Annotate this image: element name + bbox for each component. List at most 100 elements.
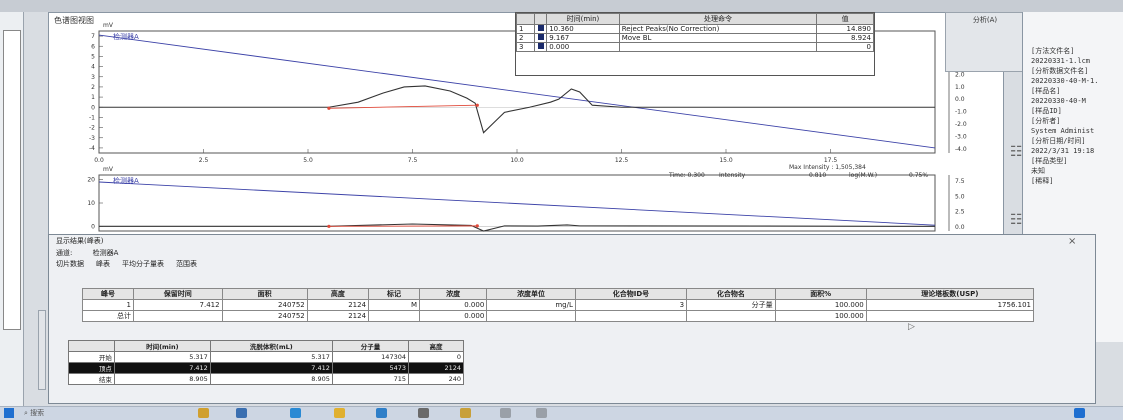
table-cell: 3 (515, 42, 536, 52)
column-header: 洗脱体积(mL) (209, 340, 333, 352)
table-cell: 开始 (68, 351, 115, 363)
y-axis-label: mV (103, 166, 114, 173)
table-cell (534, 24, 548, 34)
tab-1[interactable]: 峰表 (96, 260, 110, 268)
x-tick-label: 2.5 (199, 157, 209, 164)
app-icon[interactable] (376, 408, 387, 418)
start-icon[interactable] (4, 408, 14, 418)
results-body: 1 7.412 240752 2124 M 0.000 mg/L 3 分子量 100.000 175… (82, 299, 1035, 322)
view-title: 色谱图视图 (54, 15, 94, 26)
annotation: log(M.W.) (849, 172, 877, 179)
tab-0[interactable]: 切片数据 (56, 260, 84, 268)
table-row[interactable]: 2 9.167 Move BL 8.924 (515, 33, 874, 43)
info-line: [分析数据文件名] (1031, 67, 1089, 75)
table-cell: 240752 (221, 310, 308, 322)
peak-table-header: 时间(min) 处理命令值 (515, 13, 874, 25)
table-cell (534, 42, 548, 52)
table-row[interactable]: 1 10.360 Reject Peaks(No Correction) 14.890 (515, 24, 874, 34)
tab-3[interactable]: 范围表 (176, 260, 197, 268)
column-header: 时间(min) (546, 13, 620, 25)
x-tick-label: 0.0 (94, 157, 104, 164)
y-tick-label: 5 (91, 53, 95, 60)
baseline-point (475, 103, 479, 107)
result-tabs: 切片数据 峰表 平均分子量表 范围表 (56, 259, 209, 269)
app-icon[interactable] (198, 408, 209, 418)
taskbar-search[interactable]: ⌕ 搜索 (24, 409, 45, 417)
table-cell: 240 (408, 373, 464, 385)
app-icon[interactable] (236, 408, 247, 418)
table-cell: 5.317 (209, 351, 333, 363)
column-header: 时间(min) (113, 340, 211, 352)
y-tick-label: 20 (87, 177, 95, 184)
peak-processing-table[interactable]: 时间(min) 处理命令值 1 10.360 Reject Peaks(No Corr… (515, 12, 875, 76)
annotation: Intensity (719, 172, 746, 179)
table-cell: Reject Peaks(No Correction) (618, 24, 818, 34)
table-cell: 5473 (331, 362, 410, 374)
plot-frame (98, 174, 936, 232)
series-chromatogram (99, 85, 935, 134)
y-tick-label: 3 (91, 74, 95, 81)
color-swatch-icon (537, 43, 544, 49)
table-row[interactable]: 开始 5.317 5.317 147304 0 (68, 351, 464, 363)
baseline-point (327, 224, 331, 228)
folder-icon[interactable] (334, 408, 345, 418)
table-cell (133, 310, 223, 322)
zoom-icon[interactable]: ☷ (1010, 144, 1023, 160)
baseline-point (327, 106, 331, 110)
info-line: 20220330-40-M (1031, 97, 1086, 105)
mw-header: 时间(min) 洗脱体积(mL) 分子量 高度 (68, 340, 464, 352)
app-icon[interactable] (290, 408, 301, 418)
series-baseline (328, 104, 478, 109)
channel-value[interactable]: 检测器A (92, 249, 119, 257)
app-icon[interactable] (460, 408, 471, 418)
y-tick-label: 0 (91, 223, 95, 230)
table-cell: 结束 (68, 373, 115, 385)
table-row[interactable]: 总计 240752 2124 0.000 100.000 (82, 310, 1035, 322)
app-icon[interactable] (500, 408, 511, 418)
peak-results-table[interactable]: 峰号 保留时间 面积 高度 标记 浓度 浓度单位 化合物ID号 化合物名 面积% 理论塔板数(USP… (82, 288, 1035, 322)
table-cell: 5.317 (113, 351, 211, 363)
analysis-button[interactable]: 分析(A) (972, 16, 998, 24)
table-cell: 8.924 (816, 33, 874, 43)
app-icon[interactable] (536, 408, 547, 418)
table-row[interactable]: 顶点 7.412 7.412 5473 2124 (68, 362, 464, 374)
table-cell: M (368, 299, 421, 311)
left-scrollbar[interactable] (38, 310, 46, 390)
table-row[interactable]: 3 0.000 0 (515, 42, 874, 52)
app-icon[interactable] (418, 408, 429, 418)
table-cell: 2124 (306, 299, 370, 311)
table-cell: 2124 (408, 362, 464, 374)
channel-row: 通道: 检测器A (56, 248, 118, 258)
tab-2[interactable]: 平均分子量表 (122, 260, 164, 268)
tray-icon[interactable] (1074, 408, 1085, 418)
baseline-point (475, 224, 479, 228)
table-row[interactable]: 结束 8.905 8.905 715 240 (68, 373, 464, 385)
table-cell (534, 33, 548, 43)
table-cell: 2 (515, 33, 536, 43)
table-cell (865, 310, 1035, 322)
info-line: System Administ (1031, 127, 1095, 135)
molecular-weight-table[interactable]: 时间(min) 洗脱体积(mL) 分子量 高度 开始 5.317 5.317 147304 0… (68, 340, 464, 385)
annotation: Max Intensity : 1,505,384 (789, 164, 866, 171)
table-cell: 147304 (331, 351, 410, 363)
info-line: [稀释] (1031, 177, 1054, 185)
table-cell: 0 (408, 351, 464, 363)
close-icon[interactable]: × (1068, 236, 1077, 247)
x-tick-label: 17.5 (824, 157, 838, 164)
info-line: [样品ID] (1031, 107, 1062, 115)
y-tick-label: -2 (89, 125, 95, 132)
column-header: 标记 (368, 288, 421, 300)
column-header: 值 (816, 13, 874, 25)
table-cell: 7.412 (133, 299, 223, 311)
table-cell: 3 (574, 299, 688, 311)
right-tick-label: -3.0 (955, 134, 967, 141)
y-tick-label: -3 (89, 135, 95, 142)
left-tree-panel[interactable] (3, 30, 21, 330)
taskbar-search-text: 搜索 (30, 409, 45, 417)
table-row[interactable]: 1 7.412 240752 2124 M 0.000 mg/L 3 分子量 100.000 175… (82, 299, 1035, 311)
column-header: 分子量 (331, 340, 410, 352)
table-cell: 100.000 (774, 310, 867, 322)
table-cell: 分子量 (686, 299, 776, 311)
column-header: 面积 (221, 288, 308, 300)
zoom-icon-lower[interactable]: ☷ (1010, 212, 1023, 228)
